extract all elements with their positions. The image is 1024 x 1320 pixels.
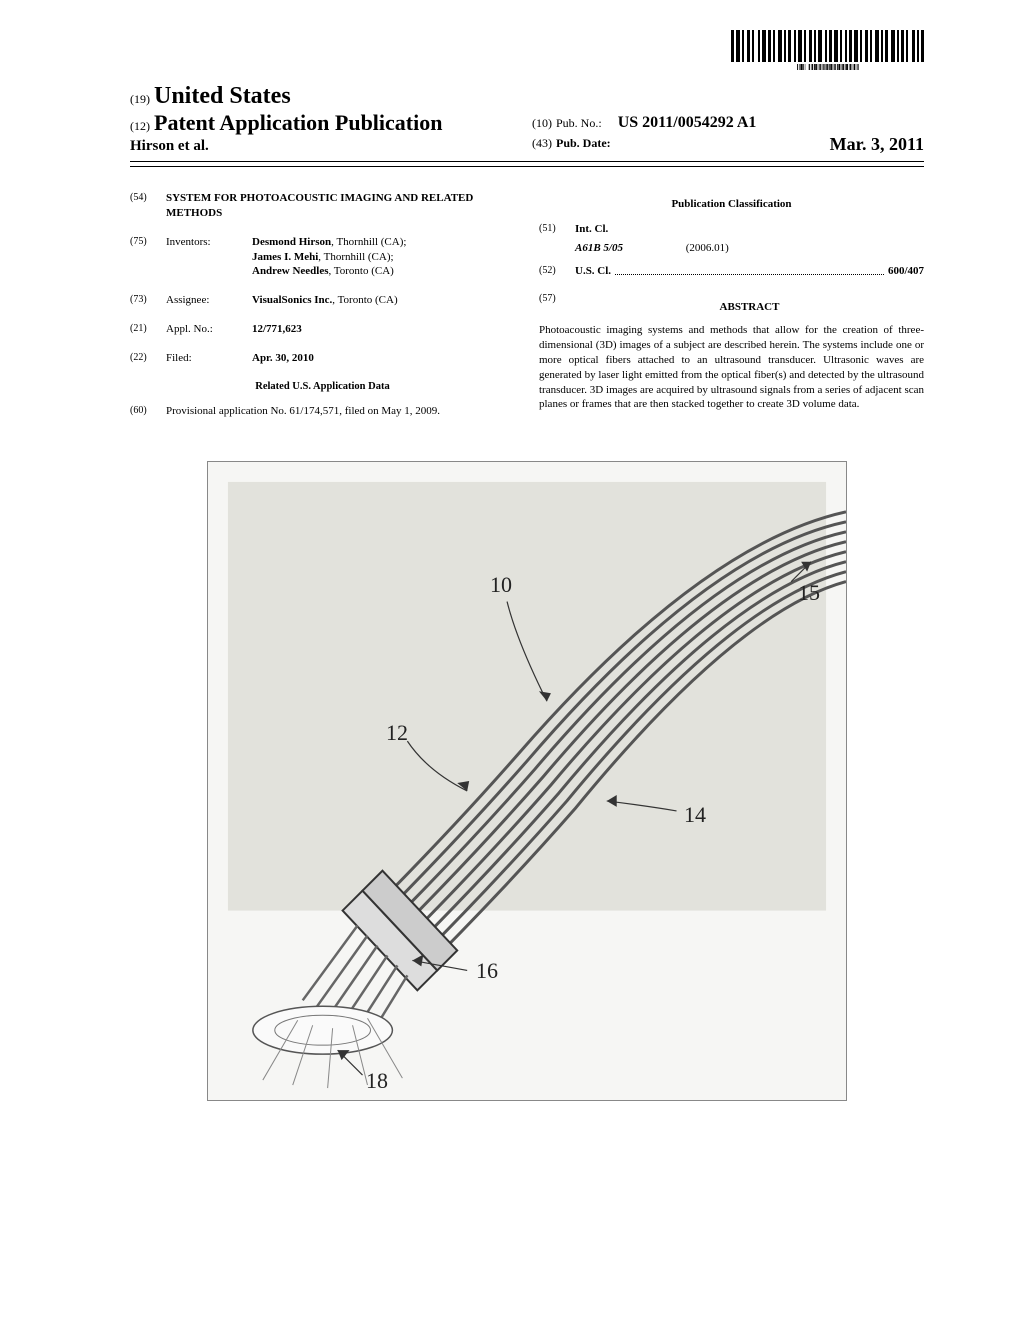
classification-heading: Publication Classification <box>539 197 924 212</box>
figure-area: 10 12 14 15 16 18 <box>130 461 924 1106</box>
ref-16: 16 <box>476 958 498 984</box>
intcl-class: A61B 5/05 <box>575 242 623 254</box>
ref-12: 12 <box>386 720 408 746</box>
pub-no-label: Pub. No.: <box>556 116 602 130</box>
pub-date: Mar. 3, 2011 <box>830 134 924 155</box>
intcl-code: (51) <box>539 222 575 237</box>
inventors-label: Inventors: <box>166 235 252 280</box>
country-code: (19) <box>130 92 150 106</box>
filed-label: Filed: <box>166 351 252 366</box>
patent-figure: 10 12 14 15 16 18 <box>207 461 847 1101</box>
intcl-row: (51) Int. Cl. <box>539 222 924 237</box>
barcode: US 20110054292A1 <box>731 30 924 74</box>
uscl-row: (52) U.S. Cl. 600/407 <box>539 264 924 279</box>
header-row: (19) United States (12) Patent Applicati… <box>130 83 924 162</box>
prov-text: Provisional application No. 61/174,571, … <box>166 404 515 419</box>
assignee-code: (73) <box>130 293 166 308</box>
header-right: (10) Pub. No.: US 2011/0054292 A1 (43) P… <box>522 114 924 155</box>
filed-code: (22) <box>130 351 166 366</box>
appl-no: 12/771,623 <box>252 322 515 337</box>
appl-row: (21) Appl. No.: 12/771,623 <box>130 322 515 337</box>
uscl-value: 600/407 <box>888 264 924 279</box>
assignee-row: (73) Assignee: VisualSonics Inc., Toront… <box>130 293 515 308</box>
inventor-loc-2: , Toronto (CA) <box>328 265 393 277</box>
appl-code: (21) <box>130 322 166 337</box>
author-line: Hirson et al. <box>130 138 522 155</box>
right-column: Publication Classification (51) Int. Cl.… <box>539 191 924 433</box>
filed-row: (22) Filed: Apr. 30, 2010 <box>130 351 515 366</box>
assignee-name: VisualSonics Inc. <box>252 294 332 306</box>
figure-svg <box>208 462 846 1100</box>
patent-title: SYSTEM FOR PHOTOACOUSTIC IMAGING AND REL… <box>166 191 515 221</box>
filed-date: Apr. 30, 2010 <box>252 351 515 366</box>
inventor-loc-0: , Thornhill (CA); <box>331 236 406 248</box>
uscl-dots <box>615 264 884 276</box>
inventor-name-0: Desmond Hirson <box>252 236 331 248</box>
inventors-list: Desmond Hirson, Thornhill (CA); James I.… <box>252 235 515 280</box>
inventors-row: (75) Inventors: Desmond Hirson, Thornhil… <box>130 235 515 280</box>
barcode-number: US 20110054292A1 <box>731 64 924 74</box>
header-left: (19) United States (12) Patent Applicati… <box>130 83 522 155</box>
inventor-name-1: James I. Mehi <box>252 251 318 263</box>
assignee-label: Assignee: <box>166 293 252 308</box>
pub-no-code: (10) <box>532 116 552 130</box>
provisional-row: (60) Provisional application No. 61/174,… <box>130 404 515 419</box>
title-code: (54) <box>130 191 166 221</box>
ref-18: 18 <box>366 1068 388 1094</box>
inventors-code: (75) <box>130 235 166 280</box>
related-heading: Related U.S. Application Data <box>130 380 515 394</box>
ref-14: 14 <box>684 802 706 828</box>
inventor-name-2: Andrew Needles <box>252 265 328 277</box>
pub-date-label: Pub. Date: <box>556 136 611 150</box>
abstract-heading: ABSTRACT <box>575 300 924 315</box>
uscl-code: (52) <box>539 264 575 279</box>
assignee-loc: , Toronto (CA) <box>332 294 397 306</box>
intcl-label: Int. Cl. <box>575 222 608 237</box>
inventor-loc-1: , Thornhill (CA); <box>318 251 393 263</box>
pub-no: US 2011/0054292 A1 <box>618 114 757 131</box>
ref-10: 10 <box>490 572 512 598</box>
assignee-value: VisualSonics Inc., Toronto (CA) <box>252 293 515 308</box>
barcode-bars <box>731 30 924 62</box>
intcl-class-row: A61B 5/05 (2006.01) <box>539 241 924 256</box>
appl-label: Appl. No.: <box>166 322 252 337</box>
ref-15: 15 <box>798 580 820 606</box>
doc-type: Patent Application Publication <box>154 110 442 135</box>
biblio-columns: (54) SYSTEM FOR PHOTOACOUSTIC IMAGING AN… <box>130 191 924 433</box>
left-column: (54) SYSTEM FOR PHOTOACOUSTIC IMAGING AN… <box>130 191 515 433</box>
country-name: United States <box>154 83 291 109</box>
abstract-text: Photoacoustic imaging systems and method… <box>539 323 924 412</box>
barcode-area: US 20110054292A1 <box>130 30 924 75</box>
intcl-year: (2006.01) <box>686 242 729 254</box>
prov-code: (60) <box>130 404 166 419</box>
abstract-code: (57) <box>539 292 575 323</box>
abstract-heading-row: (57) ABSTRACT <box>539 292 924 323</box>
doc-type-code: (12) <box>130 119 150 133</box>
title-block: (54) SYSTEM FOR PHOTOACOUSTIC IMAGING AN… <box>130 191 515 221</box>
uscl-label: U.S. Cl. <box>575 264 611 279</box>
pub-date-code: (43) <box>532 136 552 150</box>
